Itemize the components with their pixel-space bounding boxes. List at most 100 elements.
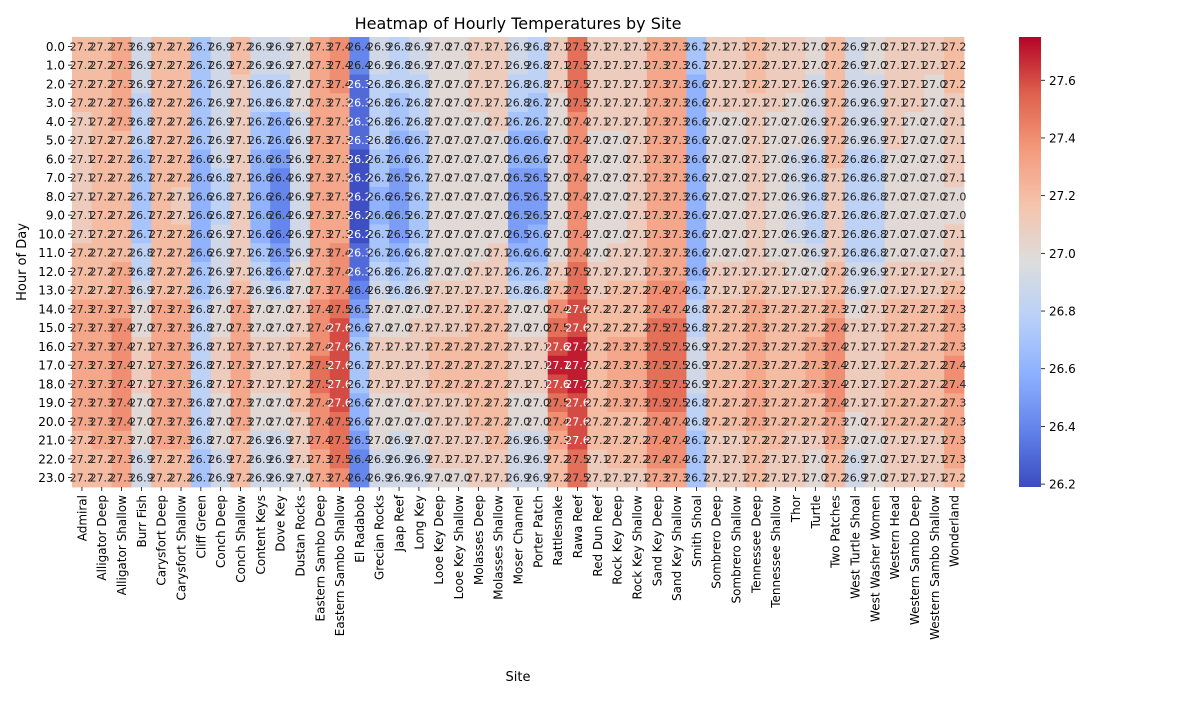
heatmap-cell (72, 449, 93, 469)
heatmap-cell (72, 430, 93, 450)
cell-value-label: 27.2 (823, 97, 848, 110)
x-tick-label: Western Head (888, 495, 902, 579)
cell-value-label: 26.4 (347, 472, 372, 485)
heatmap-cell (468, 224, 489, 244)
cell-value-label: 26.7 (684, 434, 709, 447)
heatmap-cell (290, 393, 311, 413)
heatmap-cell (607, 149, 628, 169)
cell-value-label: 27.3 (664, 115, 689, 128)
heatmap-cell (309, 243, 331, 263)
heatmap-cell (488, 280, 509, 300)
x-tick-label: Molasses Deep (472, 495, 486, 585)
cell-value-label: 27.6 (327, 322, 352, 335)
cell-value-label: 27.5 (545, 397, 570, 410)
heatmap-cell (151, 262, 172, 282)
heatmap-cell (369, 299, 390, 319)
cell-value-label: 27.2 (149, 134, 174, 147)
heatmap-cell (448, 224, 469, 244)
cell-value-label: 26.8 (407, 265, 432, 278)
cell-value-label: 27.2 (70, 284, 95, 297)
cell-value-label: 26.7 (189, 78, 214, 91)
cell-value-label: 27.1 (545, 40, 570, 53)
cell-value-label: 27.2 (70, 40, 95, 53)
cell-value-label: 27.1 (506, 359, 531, 372)
y-tick-label: 19.0 (38, 396, 65, 410)
heatmap-cell (72, 130, 93, 150)
heatmap-cell (190, 355, 212, 375)
heatmap-cell (190, 37, 212, 57)
cell-value-label: 26.2 (347, 209, 372, 222)
cell-value-label: 27.4 (565, 190, 590, 203)
heatmap-cell (706, 262, 727, 282)
heatmap-cell (250, 93, 271, 113)
cell-value-label: 27.2 (466, 359, 491, 372)
cell-value-label: 27.2 (109, 134, 134, 147)
cell-value-label: 27.3 (744, 415, 769, 428)
heatmap-cell (72, 412, 93, 432)
heatmap-cell (171, 130, 192, 150)
cell-value-label: 26.9 (684, 378, 709, 391)
cell-value-label: 26.5 (268, 153, 293, 166)
cell-value-label: 27.0 (585, 190, 610, 203)
heatmap-cell (72, 393, 93, 413)
heatmap-cell (587, 374, 608, 394)
heatmap-cell (91, 187, 113, 207)
x-tick-label: Sand Key Deep (650, 495, 664, 586)
cell-value-label: 27.1 (823, 228, 848, 241)
heatmap-cell (389, 243, 410, 263)
heatmap-cell (924, 355, 945, 375)
cell-value-label: 27.1 (823, 209, 848, 222)
heatmap-cell (190, 468, 212, 488)
heatmap-cell (111, 37, 132, 57)
cell-value-label: 26.6 (506, 134, 531, 147)
cell-value-label: 26.6 (684, 228, 709, 241)
cell-value-label: 27.2 (486, 378, 511, 391)
cell-value-label: 27.1 (526, 378, 551, 391)
cell-value-label: 27.0 (902, 228, 927, 241)
cell-value-label: 27.2 (169, 172, 194, 185)
cell-value-label: 27.1 (942, 153, 967, 166)
cell-value-label: 27.2 (704, 322, 729, 335)
cell-value-label: 27.2 (89, 247, 114, 260)
heatmap-cell (547, 93, 568, 113)
cell-value-label: 27.6 (565, 322, 590, 335)
cell-value-label: 27.2 (169, 134, 194, 147)
heatmap-cell (884, 280, 905, 300)
cell-value-label: 26.9 (208, 472, 233, 485)
cell-value-label: 27.2 (704, 378, 729, 391)
heatmap-cell (408, 55, 430, 75)
cell-value-label: 27.1 (526, 340, 551, 353)
heatmap-cell (666, 149, 687, 169)
heatmap-cell (290, 262, 311, 282)
cell-value-label: 26.9 (783, 190, 808, 203)
heatmap-cell (448, 55, 469, 75)
heatmap-cell (230, 449, 251, 469)
cell-value-label: 26.9 (288, 247, 313, 260)
heatmap-cell (329, 55, 350, 75)
heatmap-cell (646, 449, 668, 469)
heatmap-cell (547, 224, 568, 244)
heatmap-cell (230, 280, 251, 300)
heatmap-cell (864, 224, 886, 244)
cell-value-label: 26.9 (208, 228, 233, 241)
heatmap-cell (91, 93, 113, 113)
heatmap-cell (825, 37, 846, 57)
cell-value-label: 26.7 (189, 472, 214, 485)
cell-value-label: 27.1 (585, 59, 610, 72)
heatmap-cell (448, 468, 469, 488)
cell-value-label: 26.7 (129, 172, 154, 185)
cell-value-label: 27.2 (763, 397, 788, 410)
cell-value-label: 26.5 (506, 190, 531, 203)
cell-value-label: 27.3 (744, 378, 769, 391)
cell-value-label: 27.1 (942, 228, 967, 241)
cell-value-label: 27.1 (585, 472, 610, 485)
cell-value-label: 26.8 (526, 284, 551, 297)
cell-value-label: 27.1 (942, 172, 967, 185)
cell-value-label: 27.4 (308, 434, 333, 447)
heatmap-cell (290, 337, 311, 357)
cell-value-label: 26.6 (684, 134, 709, 147)
heatmap-cell (408, 112, 430, 132)
heatmap-cell (884, 318, 905, 338)
cell-value-label: 27.2 (70, 97, 95, 110)
heatmap-cell (884, 412, 905, 432)
